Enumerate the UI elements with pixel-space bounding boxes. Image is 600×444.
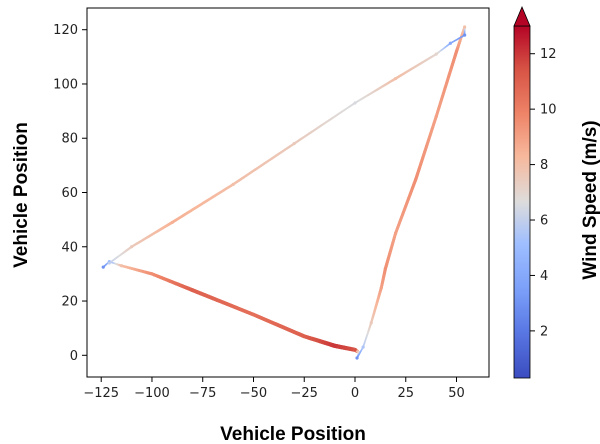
trajectory-point [302, 334, 306, 338]
trajectory-point [369, 321, 373, 325]
x-tick-label: 0 [351, 386, 359, 401]
trajectory-point [379, 285, 383, 290]
trajectory-point [353, 101, 357, 105]
y-axis-title: Vehicle Position [11, 122, 32, 268]
colorbar-title: Wind Speed (m/s) [580, 120, 600, 279]
y-tick-label: 0 [70, 349, 78, 364]
trajectory-point [353, 348, 357, 352]
trajectory-point [292, 142, 296, 146]
colorbar-tick-label: 12 [540, 47, 557, 62]
x-tick-label: −25 [291, 386, 318, 401]
trajectory-point [434, 114, 438, 119]
trajectory-point [101, 265, 105, 269]
colorbar-tick-label: 10 [540, 103, 557, 118]
trajectory-point [463, 25, 467, 29]
y-tick-label: 120 [53, 23, 78, 38]
x-tick-label: 50 [448, 386, 465, 401]
x-tick-label: −100 [134, 386, 170, 401]
trajectory-point [231, 182, 235, 186]
x-tick-label: −75 [189, 386, 216, 401]
trajectory-point [454, 49, 459, 54]
trajectory-point [463, 33, 467, 37]
colorbar-tick-label: 8 [540, 158, 548, 173]
x-tick-label: −125 [83, 386, 119, 401]
colorbar: 2 4 6 8 10 12 Wind Speed (m/s) [513, 5, 600, 379]
x-tick-label: −50 [240, 386, 267, 401]
trajectory-point [107, 261, 111, 265]
trajectory-point [394, 231, 398, 235]
colorbar-gradient [513, 25, 531, 379]
trajectory-point [251, 312, 256, 317]
y-tick-label: 80 [61, 132, 78, 147]
x-tick-label: 25 [397, 386, 414, 401]
colorbar-extend-max [513, 5, 531, 27]
trajectory-point [130, 245, 134, 249]
trajectory-point [414, 177, 418, 181]
trajectory-point [119, 264, 124, 268]
x-axis: −125 −100 −75 −50 −25 0 25 50 [83, 377, 465, 401]
y-tick-label: 20 [61, 295, 78, 310]
trajectory-point [190, 288, 195, 292]
trajectory-point [170, 220, 174, 224]
trajectory-point [434, 52, 438, 56]
trajectory-point [150, 272, 154, 276]
trajectory-point [448, 41, 453, 45]
trajectory-point [361, 345, 365, 349]
plot-background [87, 8, 489, 377]
trajectory-point [394, 76, 398, 81]
plot-area [86, 7, 490, 378]
colorbar-tick-label: 6 [540, 214, 548, 229]
x-axis-title: Vehicle Position [220, 424, 366, 444]
y-axis: 0 20 40 60 80 100 120 [53, 23, 87, 364]
y-tick-label: 60 [61, 186, 78, 201]
trajectory-series [101, 25, 467, 360]
colorbar-tick-label: 4 [540, 269, 548, 284]
trajectory-point [355, 356, 359, 360]
trajectory-point [383, 266, 388, 271]
trajectory-point [333, 344, 337, 348]
y-tick-label: 40 [61, 240, 78, 255]
colorbar-tick-label: 2 [540, 324, 548, 339]
y-tick-label: 100 [53, 77, 78, 92]
